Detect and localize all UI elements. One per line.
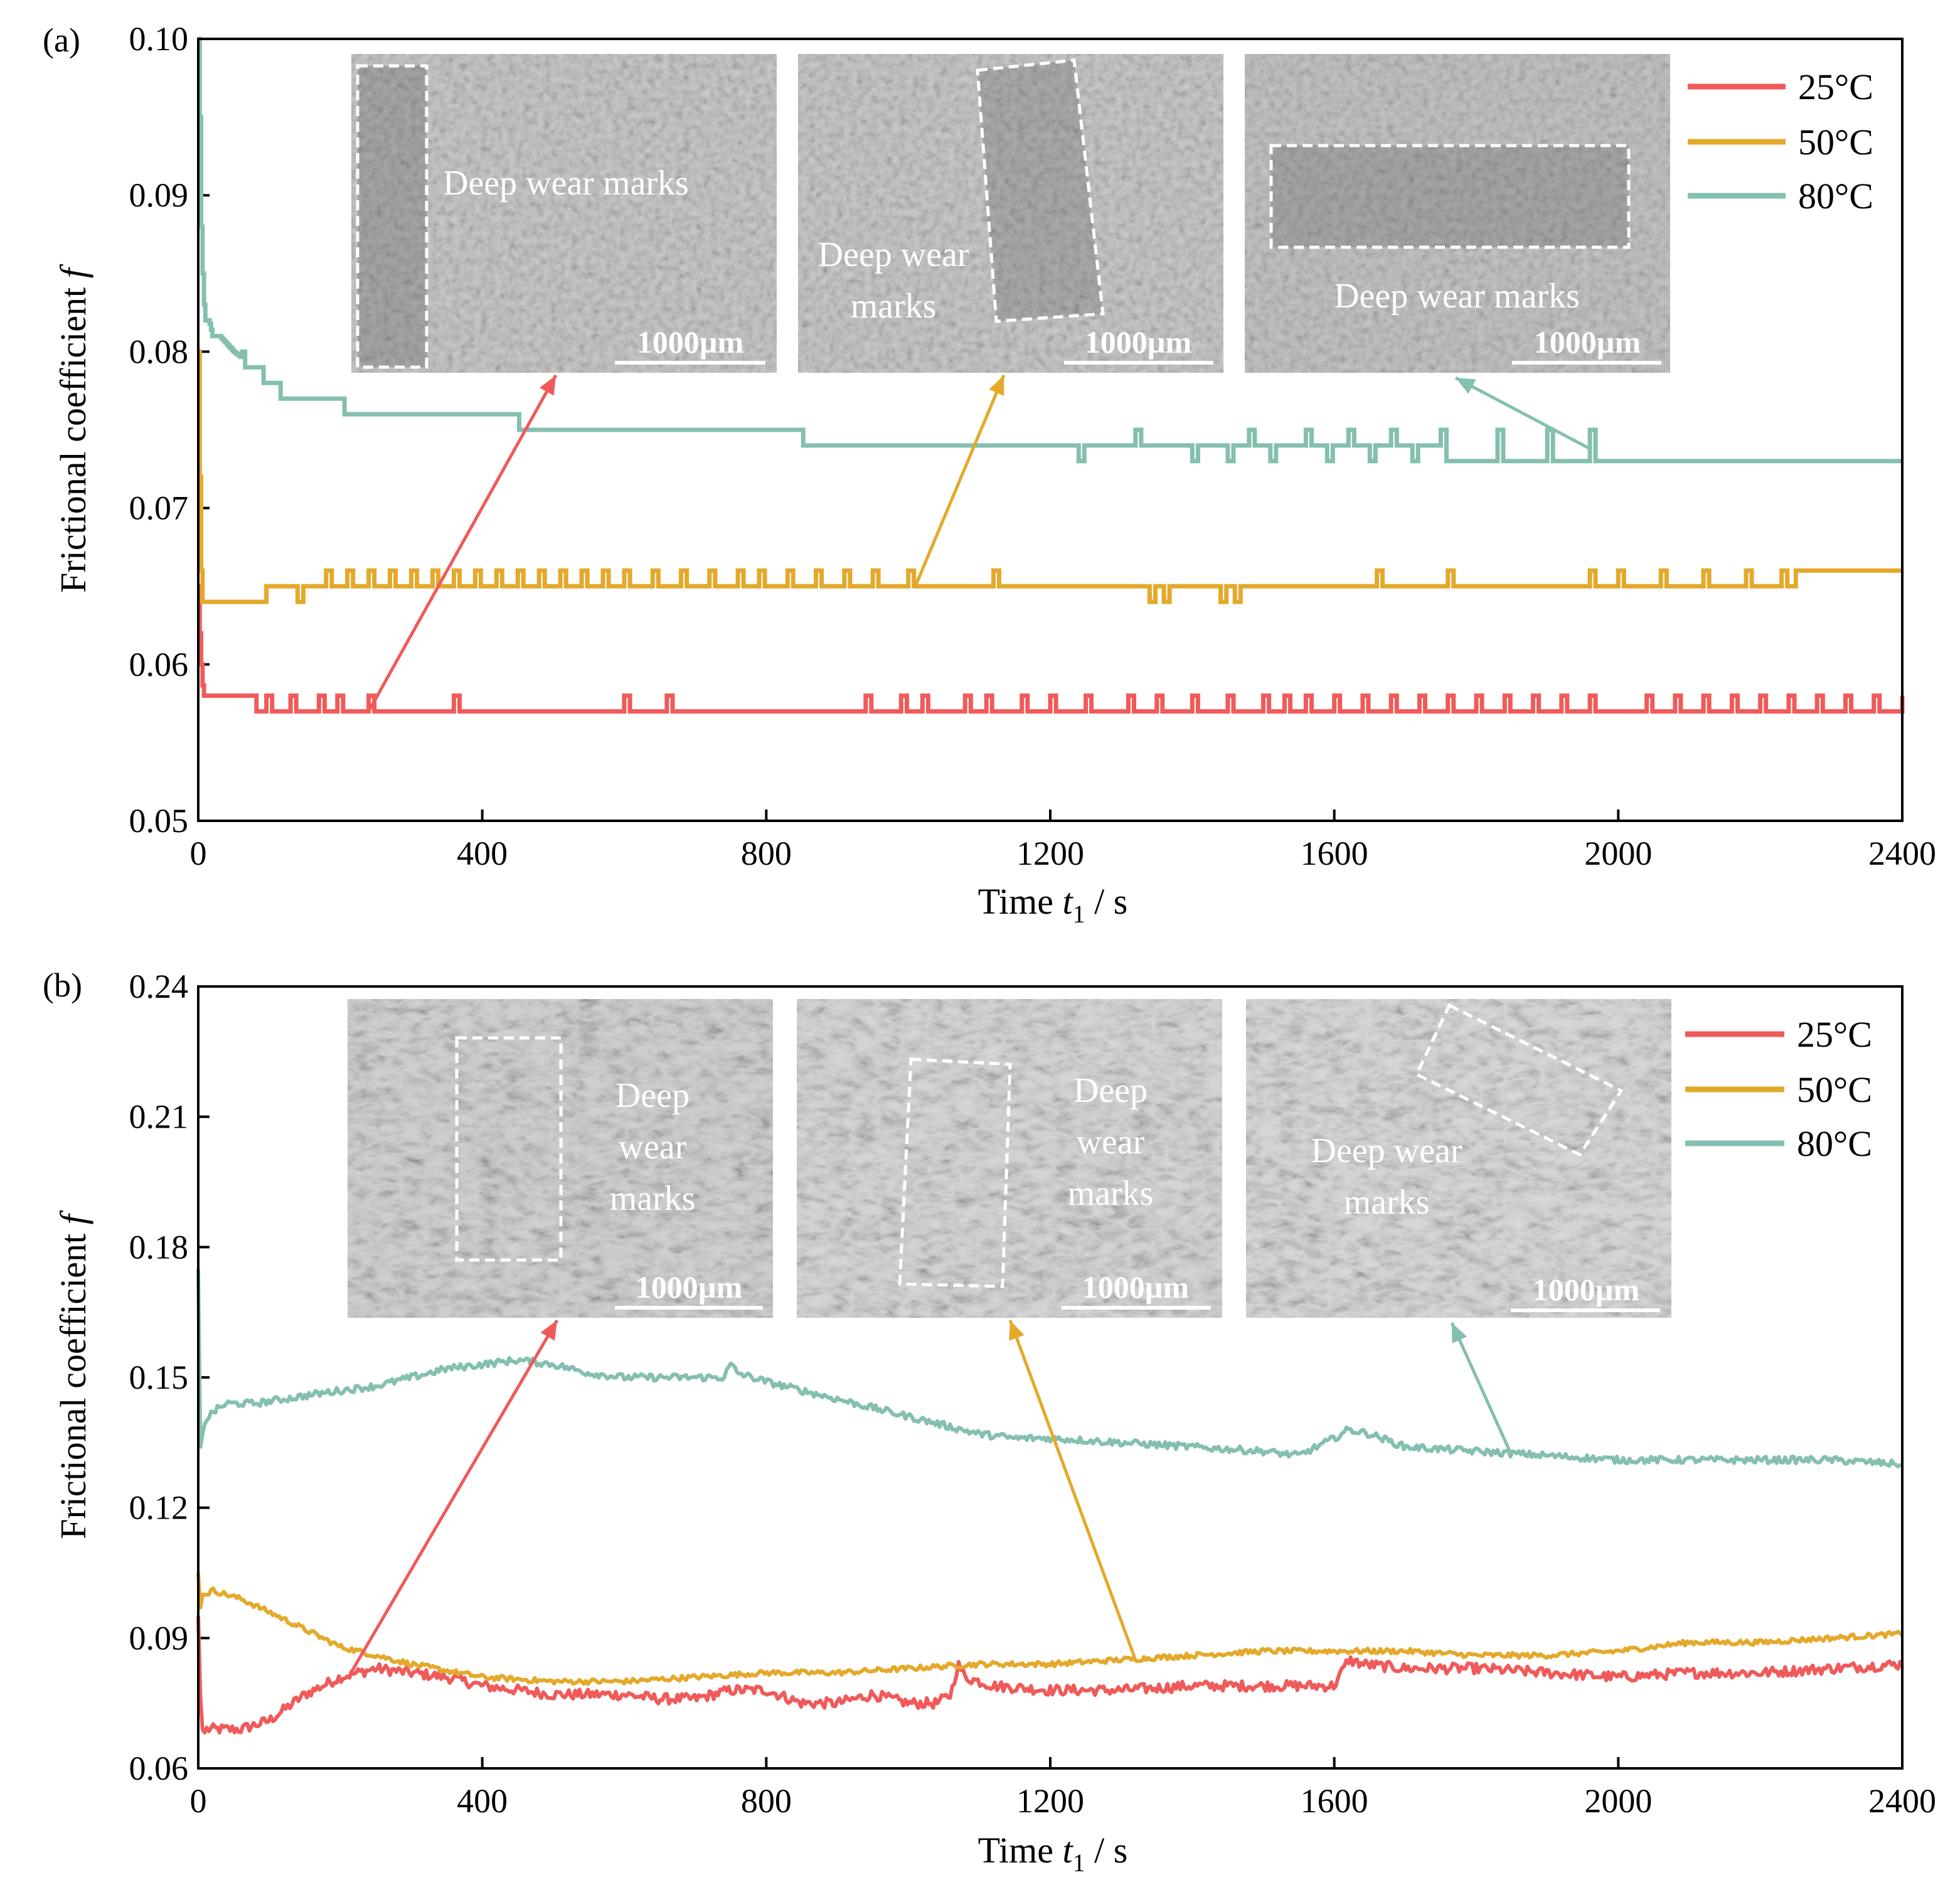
y-tick-label: 0.18 [129,1228,189,1266]
y-tick-label: 0.24 [129,968,189,1005]
inset-arrow-head [989,375,1004,396]
wear-region-box [455,1036,563,1262]
y-tick-label: 0.07 [129,489,189,527]
panel-b-label: (b) [43,966,82,1004]
panel-a-inset-50c: Deep wear marks 1000µm [798,54,1223,373]
inset-arrow [1008,1320,1137,1660]
panel-b-arrows [349,1319,1513,1674]
scale-bar-label: 1000µm [1085,324,1191,360]
series-line-50c [196,1573,1904,1686]
panel-b-plot-area [196,1268,1904,1735]
scale-bar-label: 1000µm [637,324,743,360]
x-tick-label: 1200 [1016,835,1084,872]
inset-arrow [349,1319,559,1674]
series-line-25c [197,584,1905,714]
panel-a-inset-25c: Deep wear marks 1000µm [351,54,777,373]
inset-caption: Deep wear marks [1311,1131,1462,1222]
inset-arrow [367,374,558,712]
legend-label-80c: 80°C [1798,176,1873,216]
y-tick-label: 0.05 [129,802,189,840]
y-tick-label: 0.15 [129,1359,189,1396]
inset-arrow-head [540,375,556,396]
panel-a-arrows [367,374,1591,712]
legend-label-25c: 25°C [1798,67,1873,107]
panel-a: (a) 0.05 0.06 0.07 0.08 0.09 0.10 0 400 800 1200… [43,20,1936,928]
x-tick-label: 400 [457,1782,508,1820]
x-tick-label: 1600 [1301,835,1368,872]
inset-caption: Deep wear marks [1334,277,1580,316]
inset-arrow-head [540,1320,557,1341]
inset-caption: Deep wear marks [1068,1071,1154,1213]
x-tick-label: 800 [741,1782,792,1820]
y-tick-label: 0.10 [129,20,189,58]
series-line-80c [197,36,1902,464]
inset-arrow [1454,376,1591,451]
inset-arrow-head [1009,1320,1025,1341]
x-tick-label: 400 [457,835,508,872]
panel-b-x-axis-title: Time t1 / s [978,1830,1128,1877]
inset-caption: Deep wear marks [610,1076,696,1218]
x-tick-label: 0 [190,835,207,872]
inset-caption: Deep wear marks [818,235,969,326]
y-tick-label: 0.21 [129,1098,189,1136]
scale-bar-label: 1000µm [1534,324,1641,360]
panel-b-y-axis: 0.06 0.09 0.12 0.15 0.18 0.21 0.24 [129,968,210,1787]
wear-region-box [898,1057,1012,1288]
wear-region-box [976,58,1105,323]
panel-a-y-axis: 0.05 0.06 0.07 0.08 0.09 0.10 [129,20,210,840]
panel-b-inset-25c: Deep wear marks 1000µm [348,999,773,1318]
scale-bar-label: 1000µm [1533,1272,1639,1307]
x-tick-label: 2400 [1868,835,1936,872]
panel-b-axes-frame [197,985,1904,1770]
inset-caption: Deep wear marks [443,164,689,203]
y-tick-label: 0.12 [129,1489,189,1527]
panel-b-y-axis-title: Frictional coefficient f [53,1210,93,1539]
panel-a-axes-frame [197,38,1904,822]
panel-b-inset-80c: Deep wear marks 1000µm [1246,999,1671,1318]
panel-a-y-axis-title: Frictional coefficient f [53,264,93,592]
y-tick-label: 0.06 [129,1750,189,1787]
x-tick-label: 0 [190,1782,207,1820]
panel-a-inset-80c: Deep wear marks 1000µm [1245,54,1670,373]
y-tick-label: 0.08 [129,333,189,370]
panel-a-plot-area [197,36,1905,714]
series-line-80c [196,1268,1904,1469]
wear-region-box [1269,144,1631,249]
series-line-25c [196,1616,1904,1735]
y-tick-label: 0.09 [129,1619,189,1657]
x-tick-label: 2400 [1868,1782,1936,1820]
legend-label-25c: 25°C [1797,1014,1872,1055]
x-tick-label: 1200 [1016,1782,1084,1820]
inset-arrow-head [1452,1323,1467,1344]
panel-b: (b) 0.06 0.09 0.12 0.15 0.18 0.21 0.24 0 400 800… [43,966,1936,1877]
panel-a-x-axis: 0 400 800 1200 1600 2000 2400 [190,810,1936,872]
x-tick-label: 2000 [1584,1782,1652,1820]
legend-label-50c: 50°C [1797,1069,1872,1110]
scale-bar-label: 1000µm [636,1269,742,1305]
wear-region-box [356,64,429,369]
series-line-50c [197,349,1902,604]
panel-a-x-axis-title: Time t1 / s [978,881,1128,928]
inset-arrow-head [1456,378,1476,394]
y-tick-label: 0.06 [129,646,189,683]
panel-b-inset-50c: Deep wear marks 1000µm [797,999,1222,1318]
wear-region-box [1414,1003,1624,1157]
panel-b-legend: 25°C 50°C 80°C [1685,1014,1872,1164]
inset-arrow [1450,1322,1513,1456]
x-tick-label: 2000 [1584,835,1652,872]
x-tick-label: 800 [741,835,792,872]
inset-arrow [913,375,1006,587]
legend-label-80c: 80°C [1797,1123,1872,1164]
panel-a-label: (a) [43,21,80,59]
scale-bar-label: 1000µm [1082,1269,1189,1305]
x-tick-label: 1600 [1301,1782,1368,1820]
panel-b-x-axis: 0 400 800 1200 1600 2000 2400 [190,1757,1936,1820]
legend-label-50c: 50°C [1798,122,1873,163]
panel-a-legend: 25°C 50°C 80°C [1688,67,1873,216]
y-tick-label: 0.09 [129,176,189,214]
